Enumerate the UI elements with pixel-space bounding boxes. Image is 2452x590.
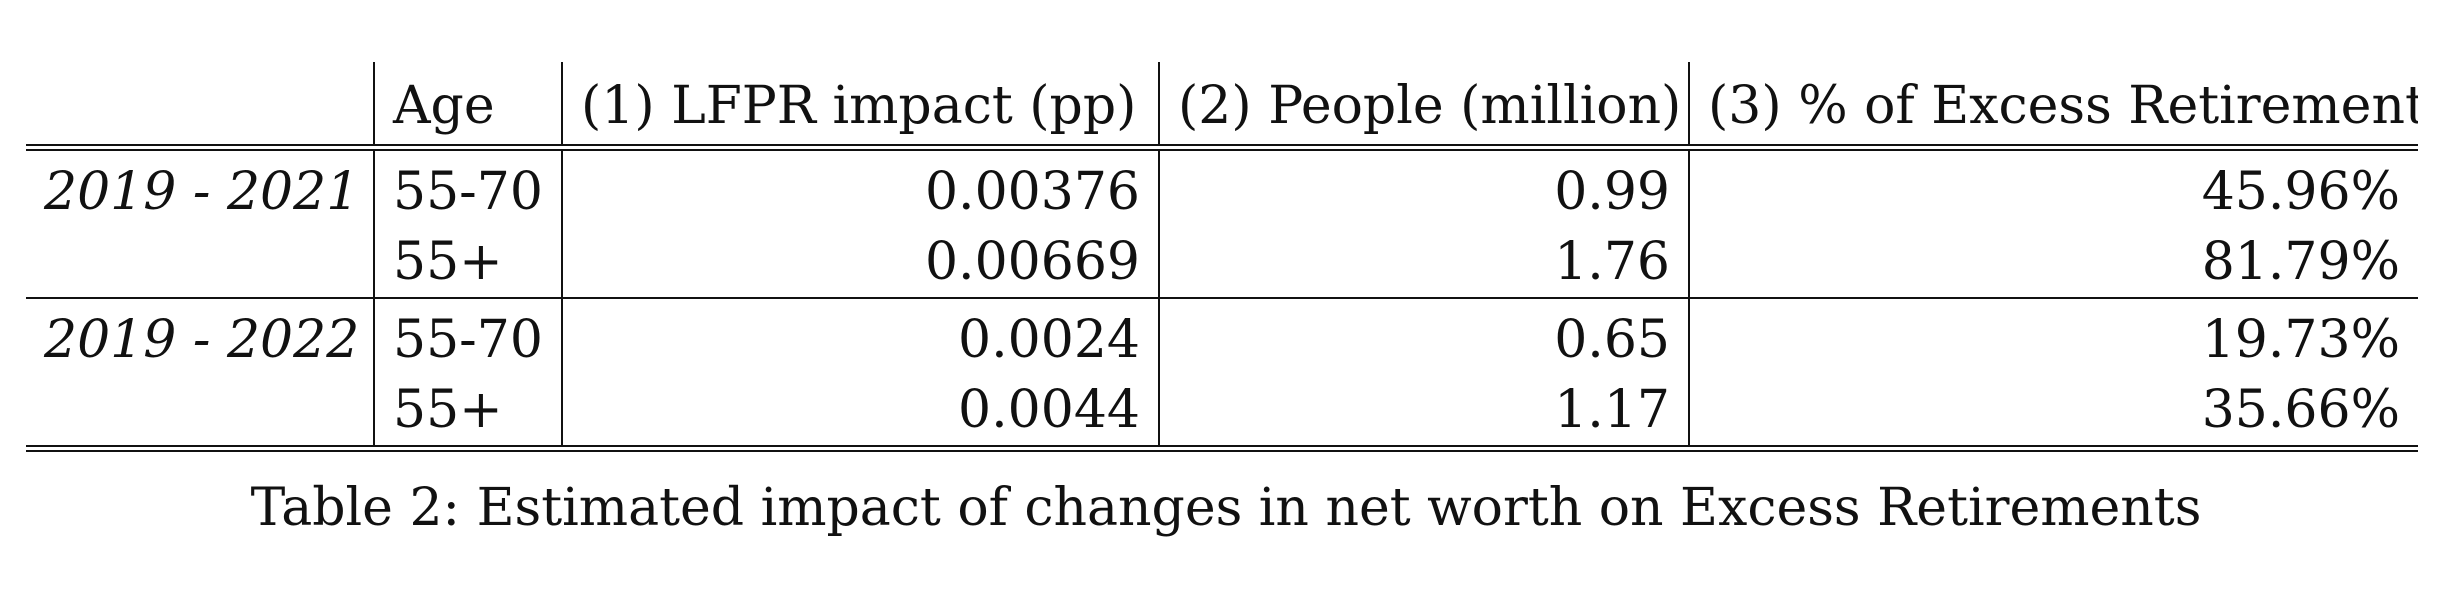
- table-header-row: Age (1) LFPR impact (pp) (2) People (mil…: [26, 62, 2418, 148]
- table-row: 2019 - 2021 55-70 0.00376 0.99 45.96%: [26, 147, 2418, 227]
- period-label: 2019 - 2021: [44, 162, 360, 222]
- pct-excess-retirements-cell: 19.73%: [1688, 298, 2418, 375]
- people-cell: 0.99: [1158, 147, 1689, 227]
- table-row: 55+ 0.00669 1.76 81.79%: [26, 227, 2418, 299]
- results-table-container: Age (1) LFPR impact (pp) (2) People (mil…: [26, 62, 2418, 452]
- table-group-2019-2021: 2019 - 2021 55-70 0.00376 0.99 45.96% 55…: [26, 147, 2418, 299]
- header-period: [26, 62, 374, 148]
- header-pct-excess-retirements: (3) % of Excess Retirements: [1688, 62, 2418, 148]
- age-cell: 55+: [373, 375, 562, 452]
- pct-excess-retirements-cell: 81.79%: [1688, 227, 2418, 299]
- lfpr-impact-cell: 0.00669: [561, 227, 1159, 299]
- period-label-empty: [26, 375, 374, 452]
- table-row: 55+ 0.0044 1.17 35.66%: [26, 375, 2418, 452]
- table-group-2019-2022: 2019 - 2022 55-70 0.0024 0.65 19.73% 55+…: [26, 298, 2418, 452]
- table-row: 2019 - 2022 55-70 0.0024 0.65 19.73%: [26, 298, 2418, 375]
- age-cell: 55-70: [373, 298, 562, 375]
- header-people: (2) People (million): [1158, 62, 1689, 148]
- pct-excess-retirements-cell: 45.96%: [1688, 147, 2418, 227]
- period-label: 2019 - 2022: [44, 310, 360, 370]
- lfpr-impact-cell: 0.00376: [561, 147, 1159, 227]
- table-caption: Table 2: Estimated impact of changes in …: [250, 478, 2202, 538]
- age-cell: 55-70: [373, 147, 562, 227]
- people-cell: 1.76: [1158, 227, 1689, 299]
- results-table: Age (1) LFPR impact (pp) (2) People (mil…: [26, 62, 2418, 452]
- lfpr-impact-cell: 0.0044: [561, 375, 1159, 452]
- age-cell: 55+: [373, 227, 562, 299]
- period-label-empty: [26, 227, 374, 299]
- pct-excess-retirements-cell: 35.66%: [1688, 375, 2418, 452]
- header-lfpr-impact: (1) LFPR impact (pp): [561, 62, 1159, 148]
- people-cell: 0.65: [1158, 298, 1689, 375]
- lfpr-impact-cell: 0.0024: [561, 298, 1159, 375]
- people-cell: 1.17: [1158, 375, 1689, 452]
- header-age: Age: [373, 62, 562, 148]
